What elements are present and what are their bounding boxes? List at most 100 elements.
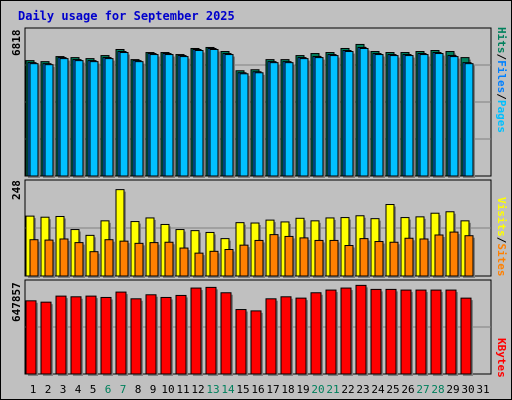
bar-pages-day-26 [404,55,414,177]
legend-sites-visits: Visits/Sites [495,197,508,277]
day-label-5: 5 [89,383,97,396]
bar-sites-day-27 [419,238,429,277]
bar-pages-day-17 [269,62,279,177]
legend-separator: / [495,93,508,100]
bar-pages-day-29 [449,56,459,177]
bar-pages-day-5 [89,61,99,177]
legend-kbytes: KBytes [495,338,508,378]
bar-sites-day-21 [329,239,339,277]
bar-pages-day-6 [104,58,114,177]
day-label-25: 25 [386,383,400,396]
day-label-23: 23 [356,383,370,396]
day-label-10: 10 [161,383,175,396]
bar-sites-day-3 [59,238,69,277]
bar-pages-day-24 [374,54,384,177]
day-label-14: 14 [221,383,235,396]
day-label-15: 15 [236,383,250,396]
bar-kbytes-day-24 [370,288,382,375]
bar-kbytes-day-29 [445,289,457,375]
bar-pages-day-30 [464,63,474,177]
day-label-28: 28 [431,383,445,396]
bar-pages-day-9 [149,54,159,177]
bar-pages-day-23 [359,47,369,177]
bar-sites-day-12 [194,252,204,277]
bar-sites-day-16 [254,239,264,277]
day-label-20: 20 [311,383,325,396]
bar-kbytes-day-14 [220,292,232,375]
day-label-18: 18 [281,383,295,396]
legend-hits: Hits [495,27,508,54]
bar-kbytes-day-21 [325,289,337,375]
bar-sites-day-30 [464,235,474,277]
bar-sites-day-28 [434,234,444,277]
bar-kbytes-day-6 [100,296,112,375]
chart-title: Daily usage for September 2025 [18,9,235,23]
bar-kbytes-day-27 [415,289,427,375]
bar-sites-day-9 [149,242,159,277]
bar-sites-day-24 [374,241,384,277]
bar-pages-day-20 [314,57,324,177]
bar-kbytes-day-30 [460,297,472,375]
bar-pages-day-16 [254,72,264,177]
bar-kbytes-day-17 [265,298,277,375]
bar-pages-day-4 [74,60,84,177]
bar-sites-day-26 [404,237,414,277]
bar-kbytes-day-19 [295,297,307,375]
bar-sites-day-11 [179,247,189,277]
bar-pages-day-14 [224,54,234,177]
legend-files: Files [495,60,508,94]
day-label-9: 9 [149,383,157,396]
bar-sites-day-29 [449,231,459,277]
bar-pages-day-8 [134,61,144,177]
bar-kbytes-day-23 [355,284,367,375]
bar-kbytes-day-11 [175,294,187,375]
day-label-8: 8 [134,383,142,396]
day-label-30: 30 [461,383,475,396]
bar-kbytes-day-22 [340,287,352,375]
bar-sites-day-5 [89,251,99,277]
day-label-17: 17 [266,383,280,396]
bar-sites-day-2 [44,239,54,277]
day-label-4: 4 [74,383,82,396]
bar-sites-day-20 [314,239,324,277]
legend-sites: Sites [495,243,508,277]
bar-sites-day-19 [299,237,309,277]
hits-axis-max-label: 6818 [10,29,23,57]
bar-pages-day-13 [209,48,219,177]
bar-kbytes-day-25 [385,288,397,375]
bar-pages-day-1 [29,63,39,177]
bar-pages-day-28 [434,53,444,177]
legend-pages: Pages [495,99,508,133]
kbytes-axis-max-label: 647857 [10,282,23,322]
bar-kbytes-day-2 [40,301,52,375]
day-label-19: 19 [296,383,310,396]
bar-sites-day-4 [74,242,84,277]
day-label-22: 22 [341,383,355,396]
bar-sites-day-18 [284,235,294,277]
visits-axis-max-label: 248 [10,180,23,200]
bar-kbytes-day-1 [25,300,37,375]
legend-visits: Visits [495,197,508,237]
bar-sites-day-8 [134,242,144,277]
legend-pages-files-hits: Hits/Files/Pages [495,27,508,133]
bar-kbytes-day-26 [400,289,412,375]
bar-pages-day-10 [164,54,174,177]
bar-sites-day-1 [29,239,39,277]
bar-kbytes-day-8 [130,298,142,375]
bar-kbytes-day-16 [250,310,262,375]
bar-pages-day-2 [44,64,54,177]
bar-pages-day-22 [344,51,354,177]
bar-pages-day-25 [389,55,399,177]
bar-sites-day-7 [119,240,129,277]
bar-sites-day-17 [269,234,279,277]
bar-sites-day-22 [344,245,354,277]
day-label-7: 7 [119,383,127,396]
bar-kbytes-day-5 [85,295,97,375]
day-label-24: 24 [371,383,385,396]
bar-kbytes-day-12 [190,287,202,375]
day-label-21: 21 [326,383,340,396]
bar-sites-day-10 [164,241,174,277]
bar-pages-day-7 [119,52,129,177]
bar-kbytes-day-13 [205,286,217,375]
bar-kbytes-day-15 [235,309,247,375]
